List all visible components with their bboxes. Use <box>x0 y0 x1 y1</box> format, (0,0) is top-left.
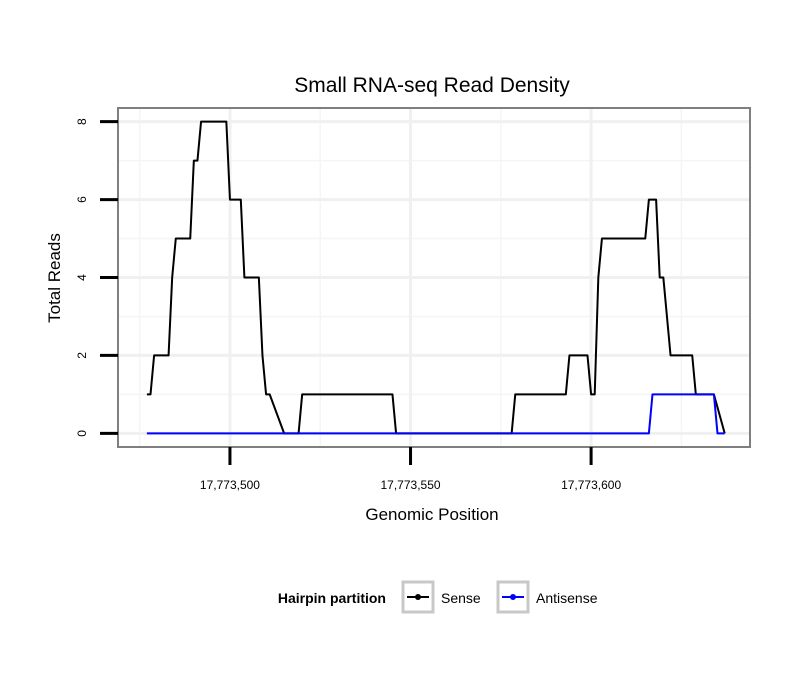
x-tick-label: 17,773,500 <box>200 478 260 492</box>
y-axis-title: Total Reads <box>45 233 64 323</box>
y-tick-label: 6 <box>75 196 89 203</box>
legend-key-antisense-point <box>510 594 516 600</box>
x-axis: 17,773,500 17,773,550 17,773,600 <box>200 447 621 492</box>
legend-label-antisense: Antisense <box>536 590 598 606</box>
legend: Hairpin partition Sense Antisense <box>278 580 598 614</box>
y-tick-label: 2 <box>75 352 89 359</box>
series-line-sense <box>146 120 726 435</box>
x-tick-label: 17,773,550 <box>380 478 440 492</box>
y-tick-label: 8 <box>75 118 89 125</box>
data-series <box>146 120 726 435</box>
series-line-antisense <box>146 393 725 435</box>
x-tick-label: 17,773,600 <box>561 478 621 492</box>
chart-title: Small RNA-seq Read Density <box>294 74 570 97</box>
x-axis-title: Genomic Position <box>365 505 498 524</box>
legend-key-sense-point <box>415 594 421 600</box>
y-axis: 0 2 4 6 8 <box>75 118 118 437</box>
legend-label-sense: Sense <box>441 590 481 606</box>
grid-lines <box>118 108 750 447</box>
y-tick-label: 4 <box>75 274 89 281</box>
y-tick-label: 0 <box>75 430 89 437</box>
legend-title: Hairpin partition <box>278 590 386 606</box>
